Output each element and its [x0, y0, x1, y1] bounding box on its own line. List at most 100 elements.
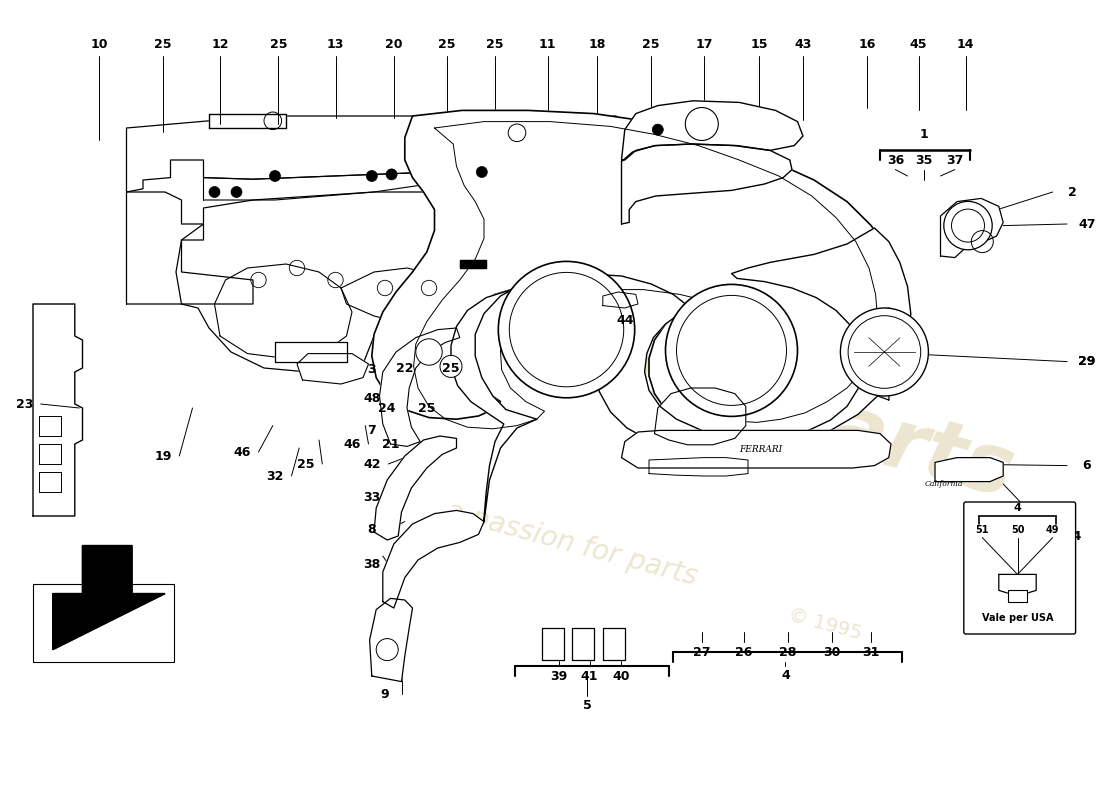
Text: 3: 3 [367, 363, 376, 376]
Text: 25: 25 [642, 38, 660, 50]
Polygon shape [935, 458, 1003, 482]
Text: 39: 39 [550, 670, 568, 682]
Text: 47: 47 [1078, 218, 1096, 230]
Text: 20: 20 [385, 38, 403, 50]
Polygon shape [621, 430, 891, 468]
Text: 26: 26 [735, 646, 752, 658]
Circle shape [231, 186, 242, 198]
Polygon shape [33, 584, 174, 662]
Polygon shape [176, 192, 616, 372]
Text: 46: 46 [233, 446, 251, 458]
Text: 14: 14 [957, 38, 975, 50]
Polygon shape [654, 388, 746, 445]
Circle shape [440, 355, 462, 378]
Text: 37: 37 [946, 154, 964, 166]
Text: 50: 50 [1011, 525, 1024, 534]
Polygon shape [621, 101, 803, 160]
Circle shape [386, 169, 397, 180]
Text: 46: 46 [343, 438, 361, 450]
Text: euroParts: euroParts [561, 318, 1023, 514]
Circle shape [366, 170, 377, 182]
Text: 17: 17 [695, 38, 713, 50]
FancyBboxPatch shape [964, 502, 1076, 634]
Text: 19: 19 [154, 450, 172, 462]
Text: FERRARI: FERRARI [739, 445, 783, 454]
Text: 23: 23 [15, 398, 33, 410]
Text: 11: 11 [539, 38, 557, 50]
Text: 43: 43 [794, 38, 812, 50]
Text: 18: 18 [588, 38, 606, 50]
Polygon shape [372, 110, 900, 440]
Text: 25: 25 [297, 458, 315, 470]
Polygon shape [869, 308, 900, 400]
Text: 49: 49 [1046, 525, 1059, 534]
Circle shape [209, 186, 220, 198]
Text: 4: 4 [1013, 503, 1022, 513]
Polygon shape [126, 116, 627, 192]
Circle shape [416, 338, 442, 365]
Polygon shape [204, 160, 616, 200]
Text: 25: 25 [270, 38, 287, 50]
Polygon shape [999, 574, 1036, 596]
Text: 25: 25 [418, 402, 436, 414]
Polygon shape [940, 198, 1003, 258]
Circle shape [840, 308, 928, 396]
Text: 12: 12 [211, 38, 229, 50]
Text: 29: 29 [1078, 355, 1096, 368]
Text: 41: 41 [581, 670, 598, 682]
Text: 24: 24 [378, 402, 396, 414]
Text: 34: 34 [1064, 530, 1081, 542]
Text: 25: 25 [438, 38, 455, 50]
Text: 33: 33 [363, 491, 381, 504]
Polygon shape [460, 260, 486, 268]
Text: 30: 30 [823, 646, 840, 658]
Polygon shape [297, 354, 368, 384]
Circle shape [376, 638, 398, 661]
Text: a passion for parts: a passion for parts [443, 497, 701, 591]
Text: Vale per USA: Vale per USA [981, 613, 1054, 622]
Polygon shape [126, 192, 253, 304]
Text: California: California [925, 480, 962, 488]
Text: 38: 38 [363, 558, 381, 570]
Circle shape [498, 262, 635, 398]
Text: 8: 8 [367, 523, 376, 536]
Circle shape [944, 202, 992, 250]
Text: 10: 10 [90, 38, 108, 50]
Text: 31: 31 [862, 646, 880, 658]
Text: 13: 13 [327, 38, 344, 50]
Circle shape [270, 170, 280, 182]
Polygon shape [379, 328, 460, 446]
Polygon shape [374, 436, 456, 540]
Text: 45: 45 [910, 38, 927, 50]
Polygon shape [39, 472, 60, 492]
Text: 15: 15 [750, 38, 768, 50]
Text: 25: 25 [486, 38, 504, 50]
Polygon shape [209, 114, 286, 128]
Circle shape [476, 166, 487, 178]
Polygon shape [53, 546, 165, 650]
Text: 27: 27 [693, 646, 711, 658]
Polygon shape [53, 546, 165, 650]
Polygon shape [39, 444, 60, 464]
Circle shape [685, 107, 718, 141]
Text: 35: 35 [915, 154, 933, 166]
Polygon shape [1008, 590, 1027, 602]
Text: 51: 51 [976, 525, 989, 534]
Text: 2: 2 [1068, 186, 1077, 198]
Text: 42: 42 [363, 458, 381, 470]
Text: 22: 22 [396, 362, 414, 374]
Text: 9: 9 [381, 688, 389, 701]
Text: 29: 29 [1078, 355, 1096, 368]
Polygon shape [603, 628, 625, 660]
Circle shape [652, 124, 663, 135]
Polygon shape [39, 416, 60, 436]
Polygon shape [621, 144, 792, 224]
Polygon shape [451, 228, 911, 522]
Polygon shape [275, 342, 346, 362]
Text: 48: 48 [363, 392, 381, 405]
Polygon shape [572, 628, 594, 660]
Text: 7: 7 [367, 424, 376, 437]
Text: 25: 25 [442, 362, 460, 374]
Polygon shape [33, 304, 82, 516]
Text: 40: 40 [613, 670, 630, 682]
